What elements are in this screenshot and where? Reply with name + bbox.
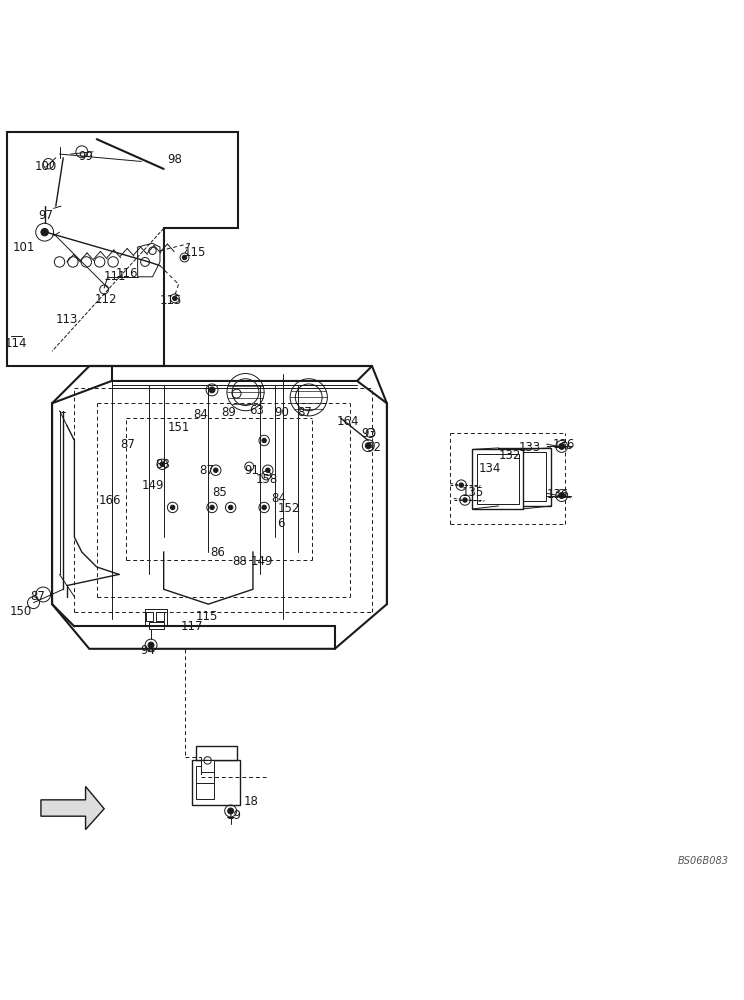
Circle shape xyxy=(209,387,215,393)
Text: 113: 113 xyxy=(56,313,78,326)
Bar xyxy=(149,622,164,629)
Bar xyxy=(156,612,164,621)
Text: 18: 18 xyxy=(244,795,259,808)
Circle shape xyxy=(262,438,266,443)
Text: 136: 136 xyxy=(547,488,569,501)
Bar xyxy=(196,766,214,799)
Circle shape xyxy=(559,493,565,499)
Text: 98: 98 xyxy=(167,153,182,166)
Text: 112: 112 xyxy=(94,293,117,306)
Bar xyxy=(503,452,546,501)
Circle shape xyxy=(41,228,48,236)
Text: 133: 133 xyxy=(519,441,541,454)
Text: 84: 84 xyxy=(193,408,208,421)
Text: 87: 87 xyxy=(199,464,214,477)
Text: 166: 166 xyxy=(99,493,121,506)
Text: 87: 87 xyxy=(121,438,135,451)
Text: 158: 158 xyxy=(255,473,278,486)
Circle shape xyxy=(214,468,218,472)
Text: 89: 89 xyxy=(222,406,237,419)
Text: BS06B083: BS06B083 xyxy=(678,856,729,866)
Text: 150: 150 xyxy=(10,605,32,618)
Text: 92: 92 xyxy=(366,441,381,454)
Text: 116: 116 xyxy=(115,267,138,280)
Text: 6: 6 xyxy=(278,517,285,530)
Text: 84: 84 xyxy=(272,492,286,505)
Text: 114: 114 xyxy=(5,337,28,350)
Circle shape xyxy=(262,505,266,510)
Text: 86: 86 xyxy=(210,546,225,559)
Text: 132: 132 xyxy=(498,449,521,462)
Text: 151: 151 xyxy=(167,421,190,434)
Text: 115: 115 xyxy=(184,246,206,259)
Text: 134: 134 xyxy=(478,462,501,475)
Bar xyxy=(192,760,240,805)
Text: 87: 87 xyxy=(298,406,312,419)
Text: 149: 149 xyxy=(251,555,273,568)
Text: 93: 93 xyxy=(362,427,376,440)
Text: 100: 100 xyxy=(35,160,57,173)
Circle shape xyxy=(228,505,233,510)
Text: 101: 101 xyxy=(13,241,35,254)
Bar xyxy=(145,609,167,625)
Text: 91: 91 xyxy=(244,464,259,477)
Circle shape xyxy=(559,443,565,449)
Bar xyxy=(477,454,519,504)
Text: 115: 115 xyxy=(160,294,182,307)
Circle shape xyxy=(173,296,177,301)
Text: 99: 99 xyxy=(78,150,93,163)
Text: 90: 90 xyxy=(274,406,289,419)
Text: 87: 87 xyxy=(30,590,45,603)
Circle shape xyxy=(210,505,214,510)
Text: 85: 85 xyxy=(212,486,227,499)
Circle shape xyxy=(228,808,234,814)
Text: 19: 19 xyxy=(227,809,242,822)
Circle shape xyxy=(266,468,270,472)
Text: 164: 164 xyxy=(337,415,359,428)
Text: 111: 111 xyxy=(104,270,126,283)
Text: 149: 149 xyxy=(141,479,164,492)
Text: 88: 88 xyxy=(232,555,247,568)
Circle shape xyxy=(148,642,154,648)
Circle shape xyxy=(365,443,371,449)
Bar xyxy=(498,448,551,506)
Text: 94: 94 xyxy=(140,644,155,657)
Bar xyxy=(146,612,153,621)
Text: 135: 135 xyxy=(461,486,484,499)
Bar xyxy=(201,760,214,772)
Circle shape xyxy=(459,483,464,487)
Text: 117: 117 xyxy=(181,620,203,633)
Circle shape xyxy=(160,462,164,467)
Text: 115: 115 xyxy=(196,610,218,623)
Text: 97: 97 xyxy=(39,209,54,222)
Circle shape xyxy=(182,255,187,260)
Polygon shape xyxy=(41,786,104,830)
Text: 88: 88 xyxy=(155,458,170,471)
Bar xyxy=(472,449,523,509)
Circle shape xyxy=(170,505,175,510)
Text: 136: 136 xyxy=(553,438,575,451)
Text: 152: 152 xyxy=(278,502,300,515)
Bar xyxy=(196,746,237,760)
Circle shape xyxy=(463,498,467,502)
Text: 63: 63 xyxy=(249,404,264,417)
